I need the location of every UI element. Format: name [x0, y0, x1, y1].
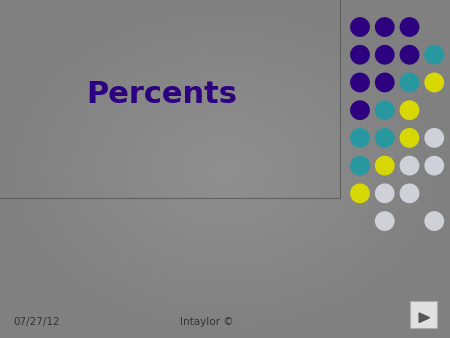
Ellipse shape — [400, 73, 419, 92]
Text: lntaylor ©: lntaylor © — [180, 317, 234, 327]
Ellipse shape — [375, 73, 395, 92]
Ellipse shape — [375, 17, 395, 37]
Ellipse shape — [400, 156, 419, 175]
Ellipse shape — [424, 211, 444, 231]
Ellipse shape — [400, 45, 419, 65]
Ellipse shape — [350, 128, 370, 148]
Ellipse shape — [375, 100, 395, 120]
Ellipse shape — [350, 73, 370, 92]
Ellipse shape — [350, 45, 370, 65]
Polygon shape — [419, 313, 430, 322]
Text: 07/27/12: 07/27/12 — [14, 317, 60, 327]
Ellipse shape — [424, 73, 444, 92]
Ellipse shape — [400, 100, 419, 120]
Text: Percents: Percents — [86, 80, 238, 109]
Ellipse shape — [424, 128, 444, 148]
Ellipse shape — [350, 17, 370, 37]
Ellipse shape — [375, 184, 395, 203]
Ellipse shape — [400, 17, 419, 37]
Ellipse shape — [375, 45, 395, 65]
Ellipse shape — [424, 156, 444, 175]
Ellipse shape — [350, 100, 370, 120]
Ellipse shape — [375, 156, 395, 175]
Ellipse shape — [375, 211, 395, 231]
Ellipse shape — [350, 184, 370, 203]
Ellipse shape — [400, 128, 419, 148]
Ellipse shape — [350, 156, 370, 175]
Ellipse shape — [375, 128, 395, 148]
FancyBboxPatch shape — [410, 301, 437, 328]
Ellipse shape — [424, 45, 444, 65]
Ellipse shape — [400, 184, 419, 203]
